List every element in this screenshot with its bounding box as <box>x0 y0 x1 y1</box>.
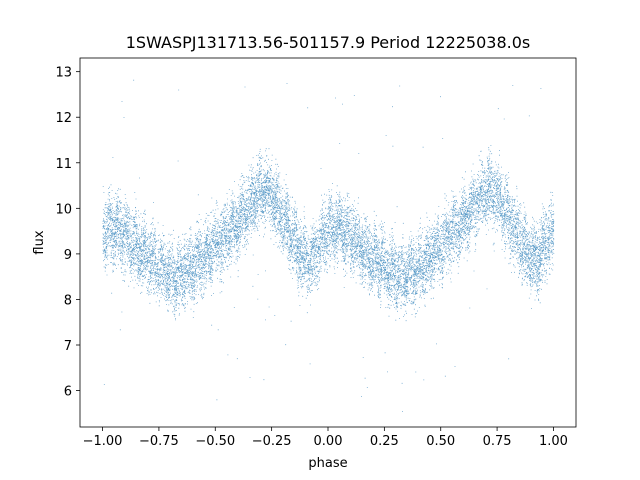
x-tick-label: −0.25 <box>252 434 292 449</box>
y-tick-label: 7 <box>64 339 72 354</box>
y-tick-label: 11 <box>55 157 72 172</box>
y-tick-label: 6 <box>64 385 72 400</box>
chart-title: 1SWASPJ131713.56-501157.9 Period 1222503… <box>126 33 531 52</box>
x-tick-label: −0.50 <box>195 434 235 449</box>
flux-points <box>102 79 555 412</box>
x-tick-label: −0.75 <box>139 434 179 449</box>
x-axis-label: phase <box>308 456 347 471</box>
x-tick-label: 1.00 <box>539 434 568 449</box>
y-tick-label: 13 <box>55 66 72 81</box>
x-tick-label: 0.25 <box>370 434 399 449</box>
x-tick-label: 0.75 <box>483 434 512 449</box>
axes: −1.00 −0.75 −0.50 −0.25 0.00 0.25 0.50 0.75 1.00… <box>55 57 577 449</box>
x-tick-label: 0.00 <box>314 434 343 449</box>
y-tick-label: 8 <box>64 293 72 308</box>
y-axis-label: flux <box>32 230 47 254</box>
x-tick-label: −1.00 <box>83 434 123 449</box>
y-tick-label: 12 <box>55 111 72 126</box>
data-points <box>102 79 555 412</box>
y-tick-label: 9 <box>64 248 72 263</box>
y-tick-label: 10 <box>55 202 72 217</box>
x-tick-label: 0.50 <box>426 434 455 449</box>
